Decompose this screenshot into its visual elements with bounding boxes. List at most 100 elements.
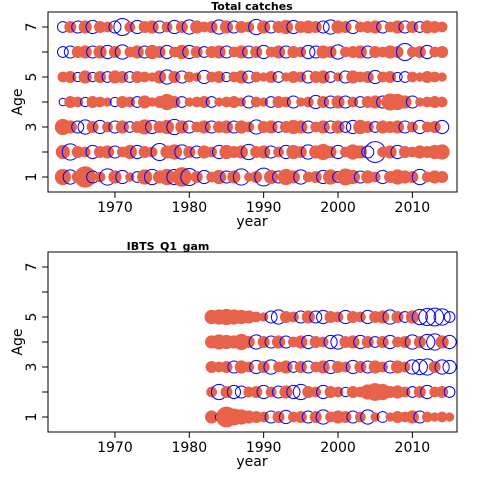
y-tick-label: 7	[24, 263, 40, 272]
bubble-positive	[175, 120, 189, 134]
bubble-positive	[94, 96, 106, 108]
bubble-negative	[434, 359, 450, 375]
bubble-positive	[332, 311, 344, 323]
bubble-positive	[174, 44, 189, 60]
chart-title: IBTS_Q1_gam	[127, 240, 210, 253]
bubble-positive	[211, 169, 227, 185]
bubble-positive	[78, 20, 92, 34]
bubble-negative	[309, 310, 323, 324]
y-tick-label: 7	[24, 23, 40, 32]
bubble-positive	[295, 46, 307, 58]
bubble-positive	[430, 412, 440, 422]
bubble-positive	[272, 410, 285, 424]
bubble-positive	[63, 120, 77, 134]
bubble-positive	[384, 70, 397, 84]
bubble-positive	[161, 21, 173, 33]
bubble-positive	[146, 146, 158, 158]
bubble-positive	[324, 145, 337, 159]
bubble-positive	[234, 70, 248, 84]
bubble-positive	[361, 70, 374, 84]
bubble-positive	[310, 386, 322, 398]
bubble-positive	[368, 20, 382, 34]
bubble-positive	[288, 311, 299, 323]
bubble-negative	[425, 307, 445, 327]
bubble-positive	[55, 144, 70, 160]
y-tick-label: 1	[24, 173, 40, 182]
x-tick-label: 1970	[97, 440, 133, 456]
bubble-positive	[250, 170, 263, 184]
bubble-layer	[54, 18, 450, 188]
bubble-positive	[205, 410, 219, 424]
x-tick-label: 1990	[246, 200, 282, 216]
bubble-positive	[64, 70, 77, 84]
bubble-positive	[250, 96, 262, 108]
bubble-positive	[102, 21, 113, 33]
bubble-positive	[407, 71, 418, 83]
x-tick-label: 1980	[171, 200, 207, 216]
bubble-positive	[197, 120, 211, 134]
bubble-positive	[295, 71, 307, 83]
panel-total-catches: Total catches year Age 1970 1980 1990 2000 2…	[10, 0, 458, 230]
bubble-positive	[138, 95, 152, 109]
bubble-positive	[137, 119, 153, 135]
bubble-positive	[435, 335, 449, 349]
bubble-positive	[100, 145, 115, 159]
bubble-positive	[345, 169, 361, 185]
y-axis-label: Age	[10, 328, 26, 355]
bubble-positive	[415, 97, 425, 107]
x-tick-label: 2000	[320, 200, 356, 216]
bubble-positive	[368, 95, 382, 109]
bubble-positive	[183, 145, 196, 159]
y-tick-label: 3	[24, 363, 40, 372]
bubble-positive	[390, 20, 405, 34]
bubble-positive	[333, 72, 343, 82]
bubble-positive	[250, 311, 262, 323]
bubble-positive	[265, 386, 277, 398]
bubble-positive	[317, 336, 329, 348]
bubble-positive	[102, 97, 113, 107]
bubble-positive	[279, 385, 293, 399]
bubble-positive	[354, 360, 367, 374]
x-tick-label: 1980	[171, 440, 207, 456]
bubble-negative	[443, 386, 456, 398]
bubble-positive	[436, 45, 449, 59]
bubble-positive	[444, 412, 455, 422]
x-tick-label: 2000	[320, 440, 356, 456]
bubble-positive	[214, 97, 224, 107]
bubble-negative	[418, 308, 437, 326]
bubble-negative	[316, 20, 330, 34]
bubble-positive	[124, 21, 136, 33]
bubble-positive	[316, 120, 330, 134]
bubble-positive	[436, 21, 448, 33]
bubble-positive	[263, 169, 279, 185]
bubble-negative	[442, 334, 457, 350]
bubble-positive	[317, 95, 330, 109]
bubble-positive	[339, 410, 352, 424]
bubble-positive	[278, 19, 294, 35]
bubble-positive	[280, 96, 292, 108]
bubble-positive	[273, 146, 284, 158]
bubble-positive	[346, 335, 360, 349]
x-axis-label: year	[236, 454, 267, 470]
bubble-positive	[271, 335, 286, 349]
bubble-positive	[294, 335, 308, 349]
bubble-negative	[286, 384, 301, 400]
bubble-positive	[309, 20, 322, 34]
bubble-negative	[411, 308, 428, 326]
y-tick-label: 3	[24, 123, 40, 132]
bubble-positive	[108, 170, 122, 184]
bubble-negative	[56, 46, 69, 58]
bubble-positive	[213, 70, 226, 84]
x-axis-label: year	[236, 214, 267, 230]
x-axis-ticks: 1970 1980 1990 2000 2010	[97, 432, 430, 456]
x-tick-label: 2010	[395, 200, 431, 216]
bubble-positive	[376, 335, 389, 349]
bubble-positive	[250, 385, 263, 399]
bubble-positive	[405, 410, 419, 424]
bubble-positive	[93, 45, 107, 59]
bubble-positive	[331, 95, 345, 109]
bubble-positive	[294, 120, 308, 134]
bubble-positive	[219, 120, 234, 134]
